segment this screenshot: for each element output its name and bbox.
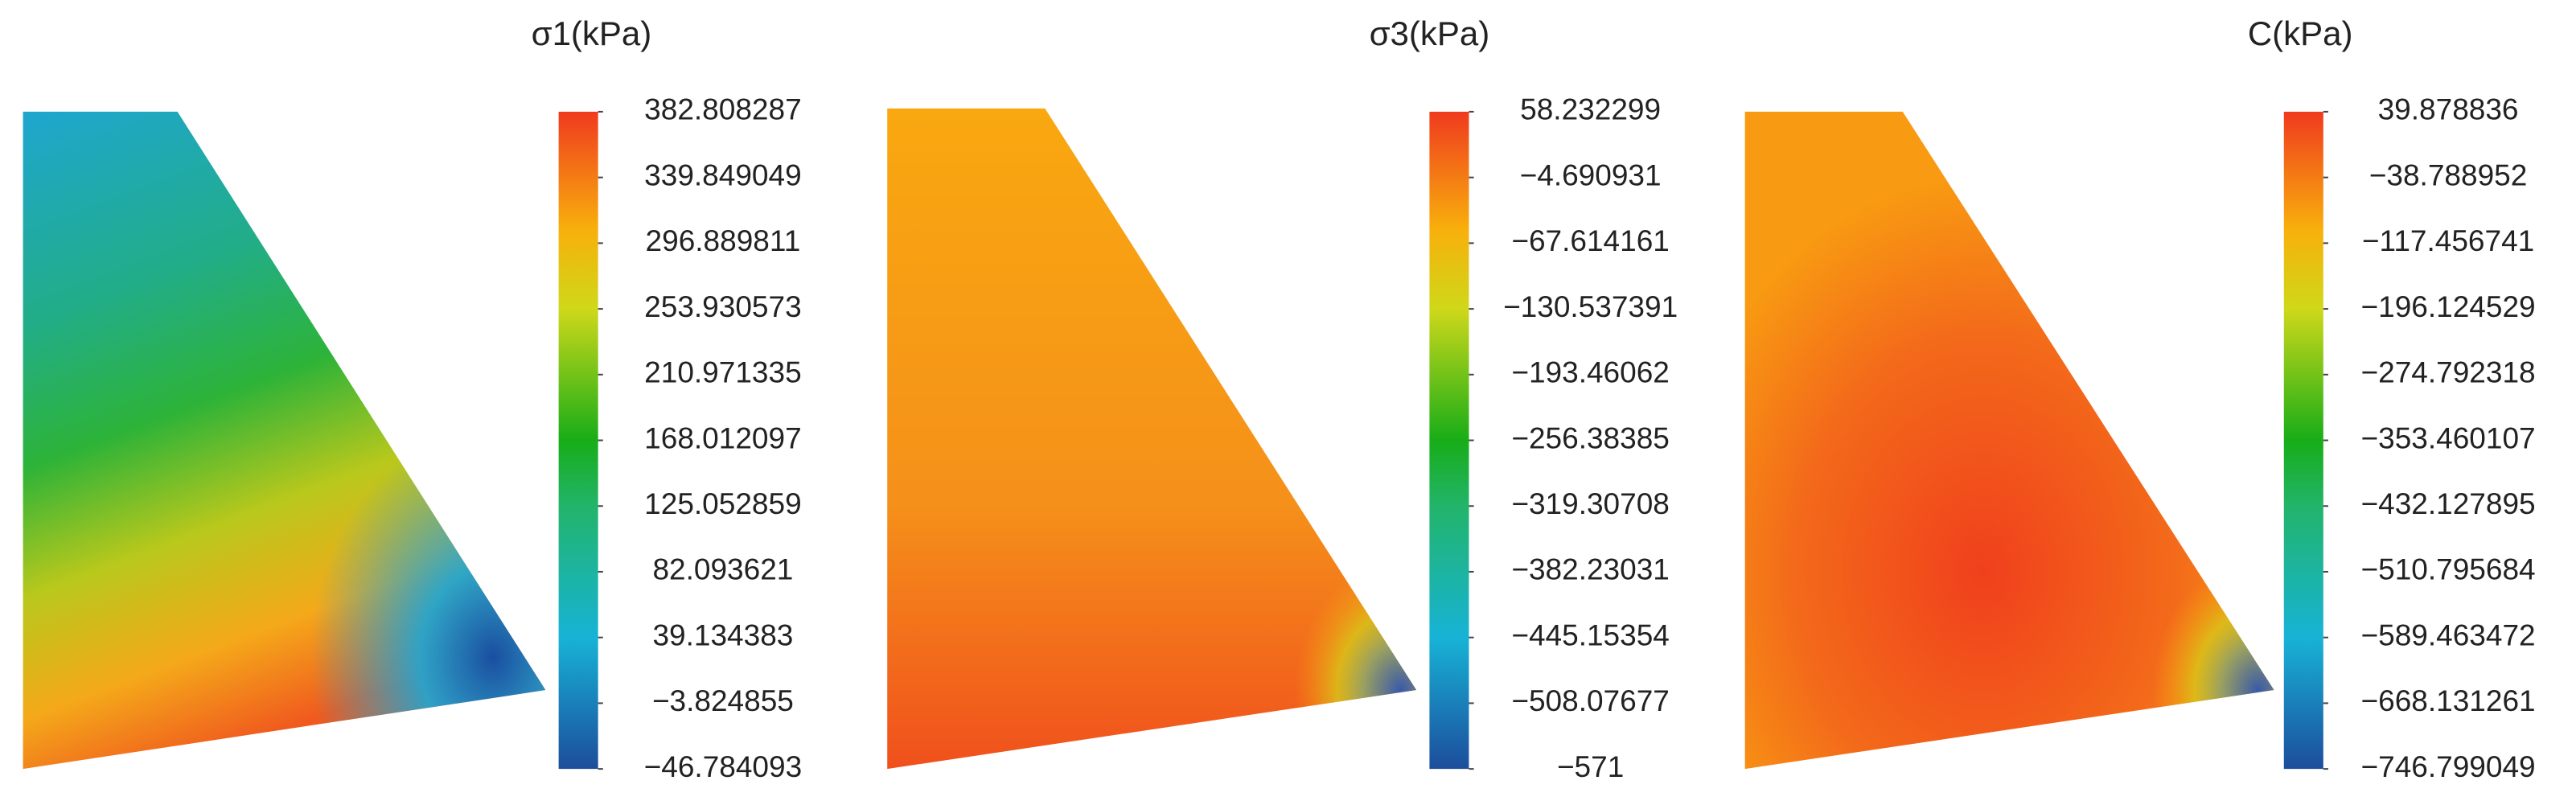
colorbar-tick-label: −382.23031 bbox=[1511, 553, 1670, 586]
colorbar-tick-label: 58.232299 bbox=[1520, 93, 1661, 126]
colorbar-tick-label: −319.30708 bbox=[1511, 487, 1670, 520]
contour-field bbox=[1744, 111, 2274, 770]
colorbar bbox=[558, 111, 598, 770]
colorbar-tick-label: −46.784093 bbox=[644, 750, 803, 783]
colorbar-tick-label: −274.792318 bbox=[2361, 356, 2536, 389]
colorbar-tick-label: −353.460107 bbox=[2361, 421, 2536, 454]
colorbar-tick-label: −445.15354 bbox=[1511, 618, 1670, 651]
panel-title: C(kPa) bbox=[2248, 14, 2353, 52]
colorbar-tick-label: −510.795684 bbox=[2361, 553, 2536, 586]
colorbar-tick-label: 125.052859 bbox=[644, 487, 801, 520]
panel-title: σ3(kPa) bbox=[1370, 14, 1490, 52]
colorbar-tick-label: −3.824855 bbox=[652, 684, 794, 717]
colorbar-tick-label: 253.930573 bbox=[644, 290, 801, 323]
colorbar-tick-label: 210.971335 bbox=[644, 356, 801, 389]
colorbar-tick-label: −668.131261 bbox=[2361, 684, 2536, 717]
colorbar-tick-label: 339.849049 bbox=[644, 158, 801, 191]
colorbar-tick-label: −38.788952 bbox=[2369, 158, 2528, 191]
colorbar-tick-label: −508.07677 bbox=[1511, 684, 1670, 717]
colorbar-tick-label: 82.093621 bbox=[652, 553, 793, 586]
colorbar-tick-label: 39.878836 bbox=[2378, 93, 2519, 126]
colorbar-tick-label: −589.463472 bbox=[2361, 618, 2536, 651]
colorbar bbox=[1429, 111, 1469, 770]
colorbar-tick-label: 296.889811 bbox=[646, 224, 801, 257]
colorbar-tick-label: 168.012097 bbox=[644, 421, 801, 454]
colorbar-tick-label: −4.690931 bbox=[1520, 158, 1662, 191]
colorbar-tick-label: 39.134383 bbox=[652, 618, 793, 651]
colorbar-tick-label: −196.124529 bbox=[2361, 290, 2536, 323]
colorbar bbox=[2283, 111, 2323, 770]
colorbar-tick-label: −193.46062 bbox=[1511, 356, 1670, 389]
colorbar-tick-label: −67.614161 bbox=[1511, 224, 1670, 257]
colorbar-tick-label: −432.127895 bbox=[2361, 487, 2536, 520]
colorbar-tick-label: −571 bbox=[1557, 750, 1624, 783]
colorbar-tick-label: −117.456741 bbox=[2362, 224, 2534, 257]
panel-title: σ1(kPa) bbox=[532, 14, 652, 52]
colorbar-tick-label: 382.808287 bbox=[644, 93, 801, 126]
contour-field bbox=[23, 111, 546, 770]
colorbar-tick-label: −256.38385 bbox=[1511, 421, 1670, 454]
colorbar-tick-label: −746.799049 bbox=[2361, 750, 2536, 783]
colorbar-tick-label: −130.537391 bbox=[1503, 290, 1678, 323]
contour-field bbox=[887, 108, 1417, 770]
